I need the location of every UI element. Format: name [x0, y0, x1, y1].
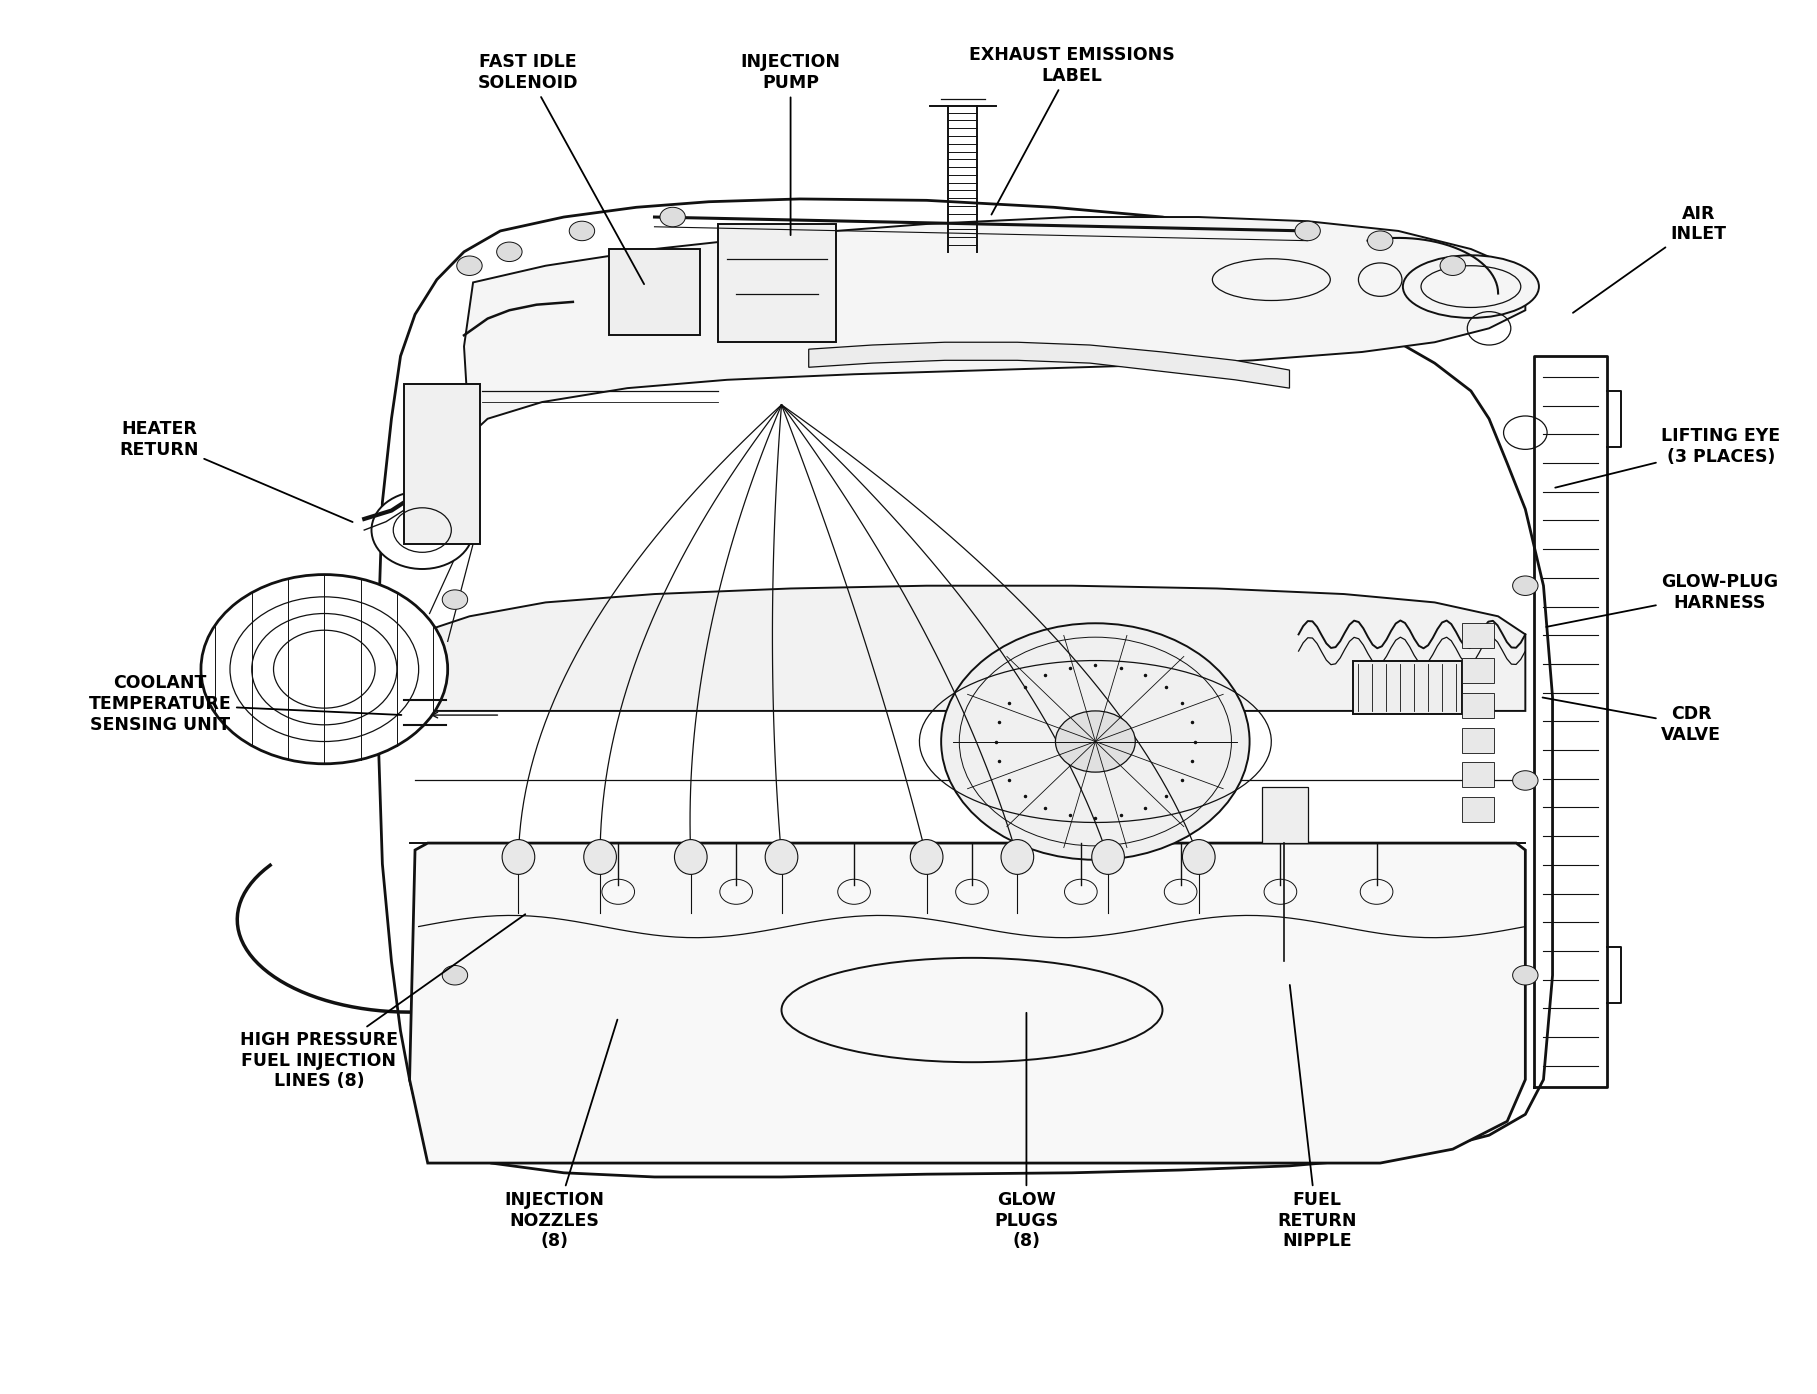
Circle shape: [456, 256, 482, 276]
Text: GLOW
PLUGS
(8): GLOW PLUGS (8): [994, 1013, 1059, 1250]
Text: AIR
INLET: AIR INLET: [1574, 205, 1726, 312]
Circle shape: [569, 222, 594, 241]
Circle shape: [371, 491, 472, 569]
Circle shape: [1512, 576, 1537, 595]
Text: HEATER
RETURN: HEATER RETURN: [120, 420, 352, 521]
Ellipse shape: [501, 839, 534, 874]
Circle shape: [941, 623, 1250, 860]
FancyBboxPatch shape: [609, 250, 700, 336]
Ellipse shape: [1403, 255, 1539, 318]
FancyBboxPatch shape: [403, 383, 480, 544]
FancyBboxPatch shape: [1463, 763, 1495, 788]
Polygon shape: [409, 585, 1524, 711]
Text: CDR
VALVE: CDR VALVE: [1543, 697, 1721, 744]
Circle shape: [1296, 222, 1321, 241]
Ellipse shape: [1001, 839, 1034, 874]
Circle shape: [496, 243, 521, 262]
Text: INJECTION
PUMP: INJECTION PUMP: [741, 53, 841, 236]
Circle shape: [1441, 256, 1466, 276]
Ellipse shape: [1183, 839, 1216, 874]
FancyBboxPatch shape: [1354, 661, 1463, 714]
FancyBboxPatch shape: [1463, 693, 1495, 718]
Text: COOLANT
TEMPERATURE
SENSING UNIT: COOLANT TEMPERATURE SENSING UNIT: [89, 675, 402, 733]
FancyBboxPatch shape: [1463, 623, 1495, 648]
Ellipse shape: [583, 839, 616, 874]
Ellipse shape: [1092, 839, 1125, 874]
Text: GLOW-PLUG
HARNESS: GLOW-PLUG HARNESS: [1546, 573, 1779, 627]
Text: FAST IDLE
SOLENOID: FAST IDLE SOLENOID: [478, 53, 643, 284]
Text: LIFTING EYE
(3 PLACES): LIFTING EYE (3 PLACES): [1555, 427, 1781, 488]
Ellipse shape: [765, 839, 798, 874]
Circle shape: [1512, 966, 1537, 986]
Text: EXHAUST EMISSIONS
LABEL: EXHAUST EMISSIONS LABEL: [968, 46, 1174, 215]
Text: FUEL
RETURN
NIPPLE: FUEL RETURN NIPPLE: [1277, 986, 1357, 1250]
FancyBboxPatch shape: [1463, 728, 1495, 753]
Circle shape: [1512, 771, 1537, 790]
Text: HIGH PRESSURE
FUEL INJECTION
LINES (8): HIGH PRESSURE FUEL INJECTION LINES (8): [240, 914, 525, 1090]
Circle shape: [442, 966, 467, 986]
Ellipse shape: [910, 839, 943, 874]
Polygon shape: [809, 343, 1290, 388]
FancyBboxPatch shape: [1263, 788, 1308, 843]
Polygon shape: [409, 843, 1524, 1163]
Circle shape: [1368, 231, 1394, 251]
FancyBboxPatch shape: [1463, 797, 1495, 822]
Circle shape: [1056, 711, 1136, 772]
Text: INJECTION
NOZZLES
(8): INJECTION NOZZLES (8): [505, 1019, 618, 1250]
Circle shape: [202, 574, 447, 764]
Polygon shape: [463, 217, 1524, 435]
FancyBboxPatch shape: [1463, 658, 1495, 683]
Ellipse shape: [674, 839, 707, 874]
Circle shape: [660, 208, 685, 227]
FancyBboxPatch shape: [718, 224, 836, 343]
Circle shape: [442, 590, 467, 609]
